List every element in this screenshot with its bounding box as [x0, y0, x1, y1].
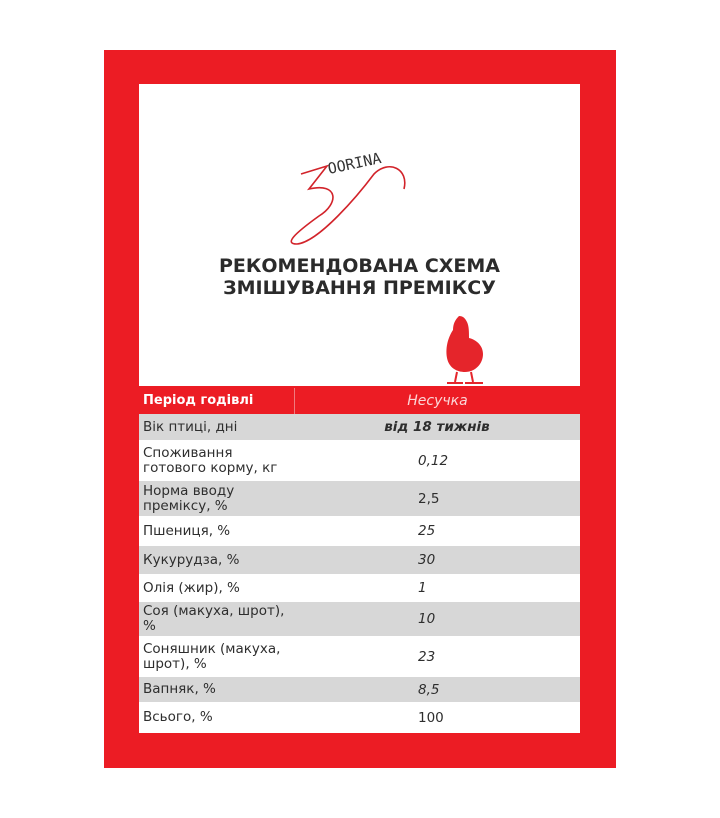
table-row: Олія (жир), % 1: [139, 574, 580, 602]
row-label: Всього, %: [143, 709, 213, 725]
zoorina-logo: OORINA: [290, 149, 406, 245]
header-label: Період годівлі: [139, 388, 295, 414]
row-label: Вік птиці, дні: [143, 418, 238, 435]
title-line-2: ЗМІШУВАННЯ ПРЕМІКСУ: [223, 277, 496, 299]
page-title: РЕКОМЕНДОВАНА СХЕМА ЗМІШУВАННЯ ПРЕМІКСУ: [139, 255, 580, 299]
table-row: Соя (макуха, шрот), % 10: [139, 602, 580, 636]
row-label: Норма вводу преміксу, %: [143, 482, 235, 514]
row-label: Пшениця, %: [143, 522, 231, 539]
header-box: OORINA РЕКОМЕНДОВАНА СХЕМА ЗМІШУВАННЯ ПР…: [139, 84, 580, 386]
row-value: 8,5: [418, 681, 440, 698]
table-row: Кукурудза, % 30: [139, 546, 580, 574]
row-value: від 18 тижнів: [384, 419, 490, 435]
table-row: Вапняк, % 8,5: [139, 677, 580, 702]
table-row: Норма вводу преміксу, % 2,5: [139, 481, 580, 516]
table-row: Всього, % 100: [139, 702, 580, 733]
row-value: 1: [418, 580, 427, 596]
row-label: Вапняк, %: [143, 681, 216, 697]
row-value: 25: [418, 523, 436, 539]
row-value: 100: [418, 709, 444, 726]
table-row: Споживання готового корму, кг 0,12: [139, 440, 580, 481]
table-row: Соняшник (макуха, шрот), % 23: [139, 636, 580, 677]
table-row: Вік птиці, дні від 18 тижнів: [139, 414, 580, 440]
table-body: Вік птиці, дні від 18 тижнів Споживання г…: [139, 414, 580, 733]
row-label: Кукурудза, %: [143, 551, 240, 568]
row-label: Споживання готового корму, кг: [143, 444, 278, 476]
title-line-1: РЕКОМЕНДОВАНА СХЕМА: [218, 255, 501, 277]
row-value: 0,12: [418, 452, 449, 469]
row-value: 2,5: [418, 490, 440, 507]
row-label: Соняшник (макуха, шрот), %: [143, 640, 281, 672]
hen-icon: [446, 316, 483, 384]
row-value: 23: [418, 648, 436, 665]
table-header: Період годівлі Несучка: [139, 388, 580, 414]
row-value: 10: [418, 611, 436, 627]
recipe-card: OORINA РЕКОМЕНДОВАНА СХЕМА ЗМІШУВАННЯ ПР…: [104, 50, 616, 768]
header-value: Несучка: [407, 393, 468, 409]
row-label: Олія (жир), %: [143, 579, 240, 596]
table-row: Пшениця, % 25: [139, 516, 580, 546]
row-label: Соя (макуха, шрот), %: [143, 603, 285, 634]
row-value: 30: [418, 552, 436, 568]
